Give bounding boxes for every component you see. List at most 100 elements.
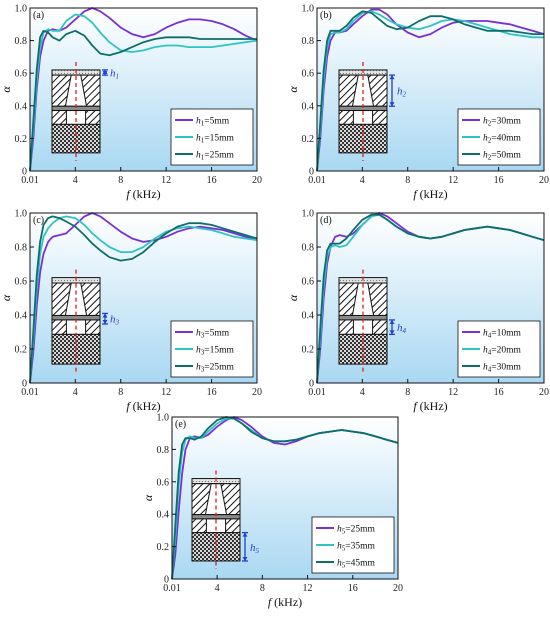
y-tick-label: 1.0 — [302, 4, 315, 15]
x-tick-label: 0.01 — [308, 387, 326, 398]
y-tick-label: 0.4 — [15, 311, 28, 322]
y-tick-label: 1.0 — [15, 209, 28, 220]
x-tick-label: 4 — [73, 387, 78, 398]
x-axis-title: f (kHz) — [413, 399, 447, 413]
y-tick-label: 0.4 — [157, 510, 170, 521]
series-line — [29, 7, 258, 172]
legend-entry: h4=20mm — [483, 346, 521, 357]
x-tick-label: 20 — [539, 175, 549, 186]
x-tick-label: 16 — [494, 175, 504, 186]
structure-inset — [51, 269, 108, 373]
dimension-arrow — [242, 532, 248, 562]
x-tick-label: 20 — [539, 387, 549, 398]
series-line — [316, 10, 544, 172]
dimension-arrow — [389, 319, 395, 336]
x-tick-label: 16 — [494, 387, 504, 398]
chart-panel: 0.01 4 8 12 16 20 0 0.2 0.4 0.6 0.8 1.0 f (kHz) α (c) h… — [0, 209, 262, 414]
chart-panel: 0.01 4 8 12 16 20 0 0.2 0.4 0.6 0.8 1.0 f (kHz) α (d) h… — [286, 209, 549, 414]
y-tick-label: 0.4 — [15, 101, 28, 112]
x-tick-label: 8 — [405, 387, 410, 398]
y-tick-label: 0.8 — [15, 243, 28, 254]
y-tick-label: 0.8 — [302, 243, 315, 254]
y-tick-label: 0.6 — [302, 277, 315, 288]
legend-entry: h3=5mm — [196, 329, 230, 340]
legend-entry: h1=15mm — [196, 134, 234, 145]
x-tick-label: 8 — [118, 387, 123, 398]
legend-entry: h5=35mm — [337, 542, 375, 553]
x-tick-label: 16 — [348, 583, 358, 594]
structure-inset — [191, 470, 248, 569]
legend-entry: h2=30mm — [483, 117, 521, 128]
dimension-arrow — [102, 69, 108, 76]
y-tick-label: 0 — [22, 167, 27, 178]
legend: h1=5mm h1=15mm h1=25mm — [170, 108, 254, 166]
y-tick-label: 0 — [22, 379, 27, 390]
y-tick-label: 1.0 — [15, 4, 28, 15]
x-tick-label: 8 — [260, 583, 265, 594]
legend: h4=10mm h4=20mm h4=30mm — [457, 320, 541, 378]
panel-label: (d) — [320, 215, 332, 226]
structure-inset — [338, 61, 395, 161]
x-tick-label: 4 — [360, 387, 365, 398]
structure-inset — [338, 269, 395, 373]
dimension-label: h4 — [397, 322, 407, 335]
plot-frame — [29, 212, 258, 384]
y-axis-title: α — [0, 294, 13, 301]
legend-entry: h5=45mm — [337, 559, 375, 570]
chart-panel: 0.01 4 8 12 16 20 0 0.2 0.4 0.6 0.8 1.0 f (kHz) α (b) h… — [286, 4, 549, 202]
y-tick-label: 0.6 — [15, 69, 28, 80]
y-tick-label: 0.6 — [302, 69, 315, 80]
x-tick-label: 8 — [405, 175, 410, 186]
x-tick-label: 20 — [252, 387, 262, 398]
chart-panel: 0.01 4 8 12 16 20 0 0.2 0.4 0.6 0.8 1.0 f (kHz) α (a) h… — [0, 4, 262, 202]
x-tick-label: 12 — [448, 175, 458, 186]
y-tick-label: 1.0 — [157, 413, 170, 424]
y-tick-label: 0.2 — [15, 345, 28, 356]
y-tick-label: 0.4 — [302, 311, 315, 322]
x-tick-label: 0.01 — [21, 387, 39, 398]
x-tick-label: 12 — [161, 175, 171, 186]
series-line — [316, 10, 544, 172]
x-tick-label: 0.01 — [308, 175, 326, 186]
x-tick-label: 12 — [303, 583, 313, 594]
legend-entry: h2=50mm — [483, 151, 521, 162]
panel-label: (b) — [320, 10, 332, 21]
legend-entry: h1=5mm — [196, 117, 230, 128]
x-tick-label: 12 — [448, 387, 458, 398]
y-tick-label: 0.4 — [302, 101, 315, 112]
structure-inset — [51, 61, 108, 161]
series-line — [171, 416, 399, 580]
legend: h2=30mm h2=40mm h2=50mm — [457, 108, 541, 166]
dimension-arrow — [389, 74, 395, 107]
chart-panel: 0.01 4 8 12 16 20 0 0.2 0.4 0.6 0.8 1.0 f (kHz) α (e) h… — [141, 413, 403, 610]
x-axis-title: f (kHz) — [126, 399, 160, 413]
legend-entry: h3=25mm — [196, 363, 234, 374]
x-tick-label: 20 — [252, 175, 262, 186]
plot-frame — [29, 7, 258, 172]
dimension-label: h5 — [250, 542, 260, 555]
y-tick-label: 0 — [164, 575, 169, 586]
x-axis-title: f (kHz) — [126, 187, 160, 201]
y-tick-label: 0.8 — [302, 36, 315, 47]
y-tick-label: 0.8 — [157, 445, 170, 456]
legend: h3=5mm h3=15mm h3=25mm — [170, 320, 254, 378]
x-tick-label: 12 — [161, 387, 171, 398]
plot-frame — [316, 7, 545, 172]
series-line — [29, 215, 258, 384]
y-tick-label: 0.8 — [15, 36, 28, 47]
plot-frame — [316, 212, 545, 384]
legend: h5=25mm h5=35mm h5=45mm — [311, 516, 395, 574]
panel-label: (e) — [175, 419, 186, 430]
x-tick-label: 8 — [118, 175, 123, 186]
y-tick-label: 0.6 — [15, 277, 28, 288]
series-line — [316, 213, 545, 384]
dimension-label: h2 — [397, 86, 407, 99]
x-tick-label: 4 — [73, 175, 78, 186]
x-tick-label: 4 — [215, 583, 220, 594]
x-axis-title: f (kHz) — [413, 187, 447, 201]
legend-entry: h3=15mm — [196, 346, 234, 357]
x-axis-title: f (kHz) — [268, 595, 302, 609]
x-tick-label: 16 — [207, 175, 217, 186]
series-line — [29, 212, 258, 384]
legend-entry: h4=10mm — [483, 329, 521, 340]
